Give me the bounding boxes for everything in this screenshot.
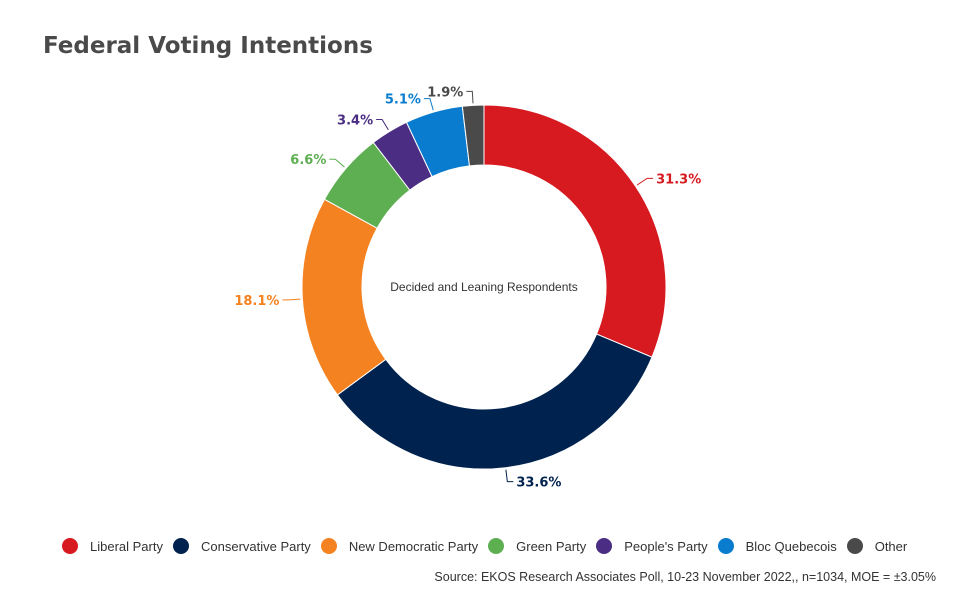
legend-swatch bbox=[596, 538, 613, 554]
legend-swatch bbox=[172, 538, 189, 554]
data-label: 6.6% bbox=[290, 153, 326, 168]
legend-label: New Democratic Party bbox=[348, 538, 479, 554]
data-label: 3.4% bbox=[337, 114, 373, 129]
leader-line bbox=[505, 469, 514, 483]
data-label: 1.9% bbox=[427, 85, 463, 100]
slice-other bbox=[461, 104, 485, 167]
leader-line bbox=[466, 90, 474, 104]
legend-item: People's Party bbox=[596, 538, 708, 554]
legend-item: New Democratic Party bbox=[320, 538, 479, 554]
center-label: Decided and Leaning Respondents bbox=[390, 280, 577, 294]
legend-item: Other bbox=[846, 538, 908, 554]
legend-swatch bbox=[846, 538, 863, 554]
data-label: 18.1% bbox=[234, 294, 279, 309]
legend-swatch bbox=[717, 538, 734, 554]
slice-new-democratic-party bbox=[301, 198, 387, 396]
source-note: Source: EKOS Research Associates Poll, 1… bbox=[434, 570, 936, 584]
leader-line bbox=[423, 98, 434, 111]
data-label: 31.3% bbox=[656, 172, 701, 187]
leader-line bbox=[329, 158, 345, 168]
legend-label: Liberal Party bbox=[90, 538, 163, 554]
slice-liberal-party bbox=[483, 104, 667, 358]
data-label: 33.6% bbox=[516, 476, 561, 491]
legend-label: Bloc Quebecois bbox=[745, 538, 837, 554]
donut-chart: 31.3% 33.6% 18.1% 6.6% 3.4% 5.1% 1.9% Decided … bbox=[234, 85, 701, 491]
legend-label: Other bbox=[874, 538, 908, 554]
leader-line bbox=[282, 298, 301, 301]
legend-label: People's Party bbox=[624, 538, 708, 554]
legend-swatch bbox=[320, 538, 337, 554]
legend-item: Bloc Quebecois bbox=[717, 538, 837, 554]
leader-line bbox=[636, 177, 654, 186]
legend-swatch bbox=[62, 538, 78, 554]
legend-label: Conservative Party bbox=[200, 538, 311, 554]
legend-label: Green Party bbox=[516, 538, 587, 554]
legend: Liberal Party Conservative Party New Democ… bbox=[62, 538, 917, 554]
legend-item: Conservative Party bbox=[172, 538, 311, 554]
slice-conservative-party bbox=[336, 333, 653, 470]
legend-swatch bbox=[488, 538, 505, 554]
legend-item: Green Party bbox=[488, 538, 586, 554]
chart-title: Federal Voting Intentions bbox=[43, 33, 373, 59]
leader-line bbox=[376, 119, 389, 131]
legend-item: Liberal Party bbox=[62, 538, 163, 554]
data-label: 5.1% bbox=[385, 93, 421, 108]
